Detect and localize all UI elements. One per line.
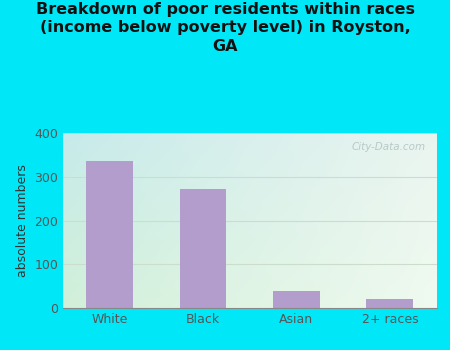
Bar	[273, 290, 320, 308]
Bar	[366, 299, 413, 308]
Y-axis label: absolute numbers: absolute numbers	[16, 164, 29, 277]
Bar	[180, 189, 226, 308]
Bar	[86, 161, 133, 308]
Text: City-Data.com: City-Data.com	[351, 142, 425, 152]
Text: Breakdown of poor residents within races
(income below poverty level) in Royston: Breakdown of poor residents within races…	[36, 2, 414, 54]
